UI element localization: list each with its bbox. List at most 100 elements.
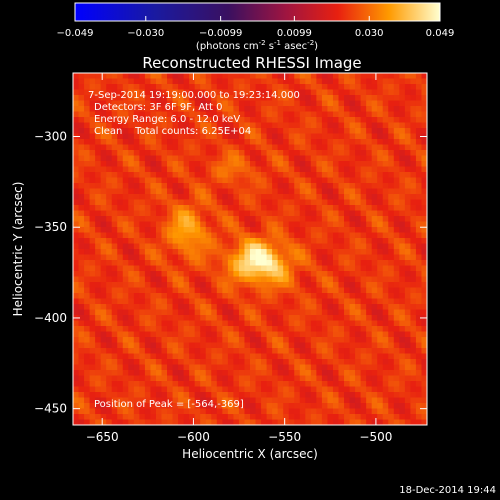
- heatmap-cell: [415, 172, 422, 178]
- heatmap-cell: [277, 403, 284, 409]
- heatmap-cell: [266, 150, 273, 156]
- heatmap-cell: [178, 320, 185, 327]
- heatmap-cell: [404, 172, 411, 178]
- heatmap-cell: [415, 188, 422, 195]
- heatmap-cell: [305, 359, 312, 365]
- heatmap-cell: [305, 392, 312, 398]
- heatmap-cell: [321, 320, 328, 327]
- heatmap-cell: [410, 337, 417, 343]
- heatmap-cell: [283, 232, 290, 239]
- heatmap-cell: [73, 183, 79, 189]
- heatmap-cell: [393, 144, 400, 151]
- heatmap-cell: [211, 155, 218, 162]
- heatmap-cell: [377, 161, 384, 167]
- y-tick-label: −350: [34, 220, 67, 234]
- heatmap-cell: [100, 249, 107, 255]
- heatmap-cell: [172, 166, 179, 173]
- heatmap-cell: [355, 254, 362, 261]
- heatmap-cell: [272, 249, 279, 255]
- heatmap-cell: [189, 117, 196, 123]
- heatmap-cell: [216, 265, 223, 272]
- heatmap-cell: [316, 205, 323, 211]
- heatmap-cell: [117, 342, 124, 349]
- heatmap-cell: [404, 161, 411, 167]
- heatmap-cell: [316, 73, 323, 79]
- heatmap-cell: [189, 100, 196, 107]
- heatmap-cell: [382, 84, 389, 90]
- heatmap-cell: [100, 216, 107, 222]
- heatmap-cell: [183, 139, 190, 145]
- heatmap-cell: [216, 348, 223, 354]
- heatmap-cell: [222, 95, 229, 101]
- heatmap-cell: [299, 353, 306, 360]
- heatmap-cell: [155, 155, 162, 162]
- heatmap-cell: [332, 238, 339, 244]
- heatmap-cell: [404, 95, 411, 101]
- heatmap-cell: [388, 139, 395, 145]
- heatmap-cell: [327, 326, 334, 332]
- heatmap-cell: [421, 293, 428, 299]
- heatmap-cell: [250, 232, 256, 239]
- heatmap-cell: [244, 392, 251, 398]
- heatmap-cell: [377, 375, 384, 382]
- heatmap-cell: [283, 188, 290, 195]
- heatmap-cell: [261, 348, 267, 354]
- heatmap-cell: [95, 155, 102, 162]
- heatmap-cell: [133, 177, 140, 184]
- heatmap-cell: [310, 73, 317, 79]
- heatmap-cell: [332, 89, 339, 96]
- heatmap-cell: [155, 386, 162, 393]
- heatmap-cell: [84, 403, 90, 409]
- heatmap-cell: [183, 337, 190, 343]
- heatmap-cell: [95, 320, 102, 327]
- heatmap-cell: [410, 238, 417, 244]
- heatmap-cell: [316, 133, 323, 140]
- heatmap-cell: [371, 265, 378, 272]
- clean-counts-label: Clean Total counts: 6.25E+04: [94, 126, 251, 137]
- heatmap-cell: [399, 419, 406, 426]
- heatmap-cell: [255, 122, 262, 129]
- heatmap-cell: [106, 348, 113, 354]
- heatmap-cell: [277, 331, 284, 338]
- heatmap-cell: [404, 117, 411, 123]
- heatmap-cell: [371, 221, 378, 228]
- heatmap-cell: [388, 408, 395, 415]
- heatmap-cell: [128, 111, 135, 118]
- heatmap-cell: [167, 199, 173, 206]
- heatmap-cell: [349, 155, 356, 162]
- heatmap-cell: [222, 139, 229, 145]
- heatmap-cell: [100, 315, 107, 321]
- heatmap-cell: [288, 188, 295, 195]
- heatmap-cell: [178, 161, 185, 167]
- heatmap-cell: [360, 183, 367, 189]
- heatmap-cell: [106, 403, 113, 409]
- heatmap-cell: [299, 128, 306, 134]
- heatmap-cell: [250, 95, 256, 101]
- heatmap-cell: [410, 408, 417, 415]
- heatmap-cell: [421, 397, 428, 404]
- heatmap-cell: [299, 403, 306, 409]
- heatmap-cell: [183, 298, 190, 305]
- heatmap-cell: [305, 122, 312, 129]
- heatmap-cell: [305, 172, 312, 178]
- heatmap-cell: [155, 265, 162, 272]
- heatmap-cell: [388, 166, 395, 173]
- heatmap-cell: [139, 315, 146, 321]
- heatmap-cell: [310, 392, 317, 398]
- heatmap-cell: [316, 386, 323, 393]
- heatmap-cell: [371, 271, 378, 277]
- heatmap-cell: [421, 249, 428, 255]
- heatmap-cell: [266, 359, 273, 365]
- heatmap-cell: [211, 408, 218, 415]
- heatmap-cell: [355, 117, 362, 123]
- heatmap-cell: [84, 84, 90, 90]
- heatmap-cell: [310, 249, 317, 255]
- heatmap-cell: [360, 403, 367, 409]
- heatmap-cell: [399, 287, 406, 294]
- heatmap-cell: [139, 331, 146, 338]
- heatmap-cell: [150, 150, 157, 156]
- heatmap-cell: [172, 199, 179, 206]
- heatmap-cell: [255, 227, 262, 233]
- heatmap-cell: [95, 89, 102, 96]
- heatmap-cell: [78, 414, 85, 420]
